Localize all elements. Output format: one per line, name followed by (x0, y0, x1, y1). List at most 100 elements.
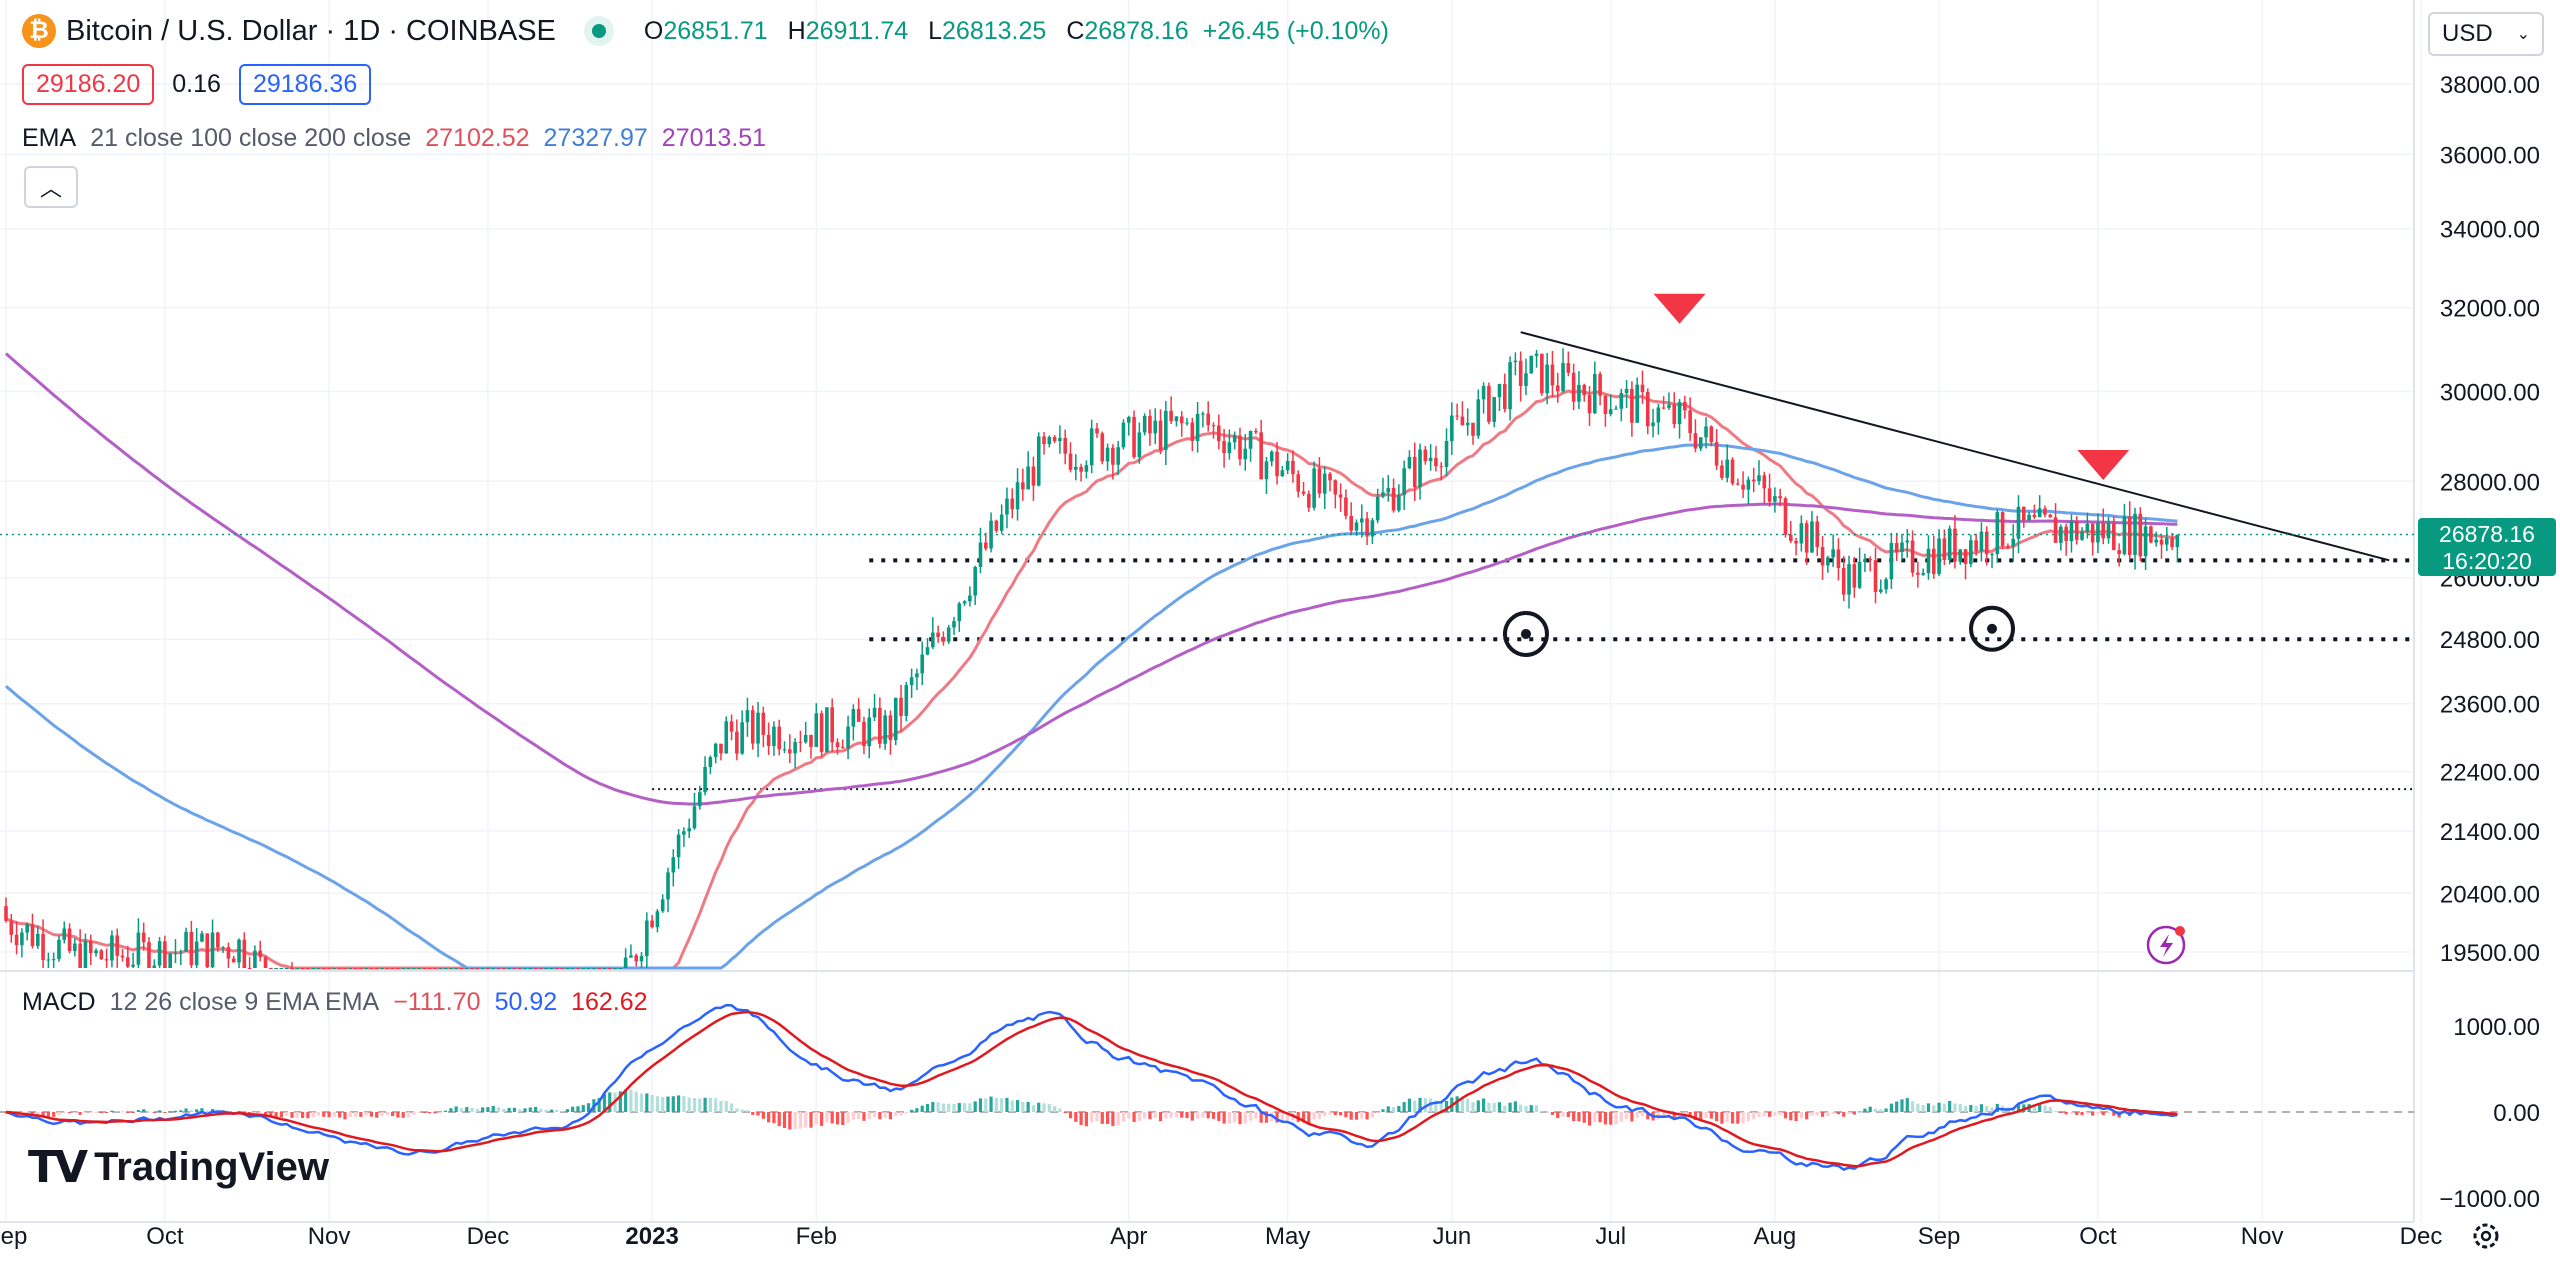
sell-button[interactable]: 29186.20 (22, 64, 155, 105)
macd-histogram-bar (2053, 1111, 2058, 1113)
macd-histogram-bar (459, 1108, 464, 1112)
currency-select[interactable]: USD ⌄ (2428, 12, 2544, 56)
circle-marker (1502, 610, 1549, 657)
candle-body (184, 931, 188, 952)
macd-histogram-bar (311, 1112, 315, 1118)
macd-histogram-bar (2096, 1112, 2100, 1115)
macd-legend[interactable]: MACD 12 26 close 9 EMA EMA −111.70 50.92… (22, 988, 662, 1017)
macd-histogram-bar (947, 1103, 951, 1112)
macd-histogram-bar (1624, 1112, 1629, 1120)
macd-histogram-bar (147, 1111, 151, 1113)
candle-body (2016, 506, 2021, 539)
ema200-line (5, 352, 2178, 806)
macd-histogram-bar (1789, 1112, 1793, 1121)
macd-histogram-bar (2059, 1112, 2063, 1113)
candle-body (1608, 409, 1613, 414)
candle-body (713, 743, 718, 758)
lightning-bolt (2160, 934, 2173, 957)
candle-body (1963, 549, 1968, 564)
macd-histogram-bar (1937, 1102, 1941, 1112)
candle-body (443, 968, 448, 969)
candle-body (904, 685, 909, 716)
candle-body (788, 749, 792, 754)
ema-legend[interactable]: EMA 21 close 100 close 200 close 27102.5… (22, 124, 780, 153)
macd-histogram-bar (465, 1107, 469, 1112)
macd-histogram-bar (793, 1112, 797, 1130)
candle-body (602, 968, 607, 969)
candle-body (1111, 447, 1115, 465)
macd-histogram-bar (925, 1103, 930, 1112)
macd-histogram-bar (1540, 1111, 1544, 1113)
macd-histogram-bar (1217, 1112, 1221, 1121)
candle-body (708, 757, 713, 768)
macd-histogram-bar (1688, 1112, 1692, 1117)
macd-histogram-bar (1974, 1105, 1978, 1112)
macd-histogram-bar (1339, 1112, 1343, 1116)
macd-histogram-bar (1640, 1112, 1645, 1117)
candle-body (1418, 449, 1422, 488)
macd-histogram-bar (1090, 1112, 1094, 1123)
candle-body (1841, 568, 1846, 595)
candle-body (1142, 415, 1147, 433)
macd-params: 12 26 close 9 EMA EMA (109, 988, 380, 1016)
macd-histogram-bar (1418, 1097, 1422, 1112)
macd-histogram-bar (62, 1112, 66, 1113)
macd-histogram-bar (1444, 1100, 1449, 1112)
candle-body (46, 959, 51, 961)
macd-histogram-bar (1699, 1112, 1703, 1121)
candle-body (279, 968, 284, 969)
candle-body (1216, 425, 1221, 442)
macd-histogram-bar (1201, 1112, 1205, 1118)
macd-histogram-bar (1169, 1112, 1173, 1118)
macd-histogram-bar (99, 1112, 103, 1113)
candle-body (528, 968, 533, 969)
candle-body (168, 953, 172, 968)
candle-body (78, 943, 82, 968)
candle-body (1015, 482, 1020, 510)
candle-body (1656, 407, 1661, 423)
candle-body (1322, 473, 1327, 494)
candle-body (120, 955, 125, 958)
candles (4, 348, 2180, 969)
macd-histogram-bar (1280, 1112, 1284, 1123)
candle-body (618, 968, 623, 969)
macd-histogram-bar (1206, 1112, 1210, 1119)
change-value: +26.45 (+0.10%) (1202, 16, 1389, 45)
candle-body (687, 828, 691, 832)
tradingview-logo[interactable]: 𝗧𝗩 TradingView (28, 1142, 329, 1193)
macd-histogram-bar (1895, 1101, 1899, 1112)
candle-body (1693, 433, 1698, 449)
candle-body (867, 717, 872, 747)
macd-histogram-bar (650, 1095, 654, 1112)
candle-body (1005, 498, 1009, 515)
macd-histogram-bar (285, 1112, 289, 1116)
candle-body (141, 932, 146, 943)
candle-body (1042, 436, 1046, 445)
macd-histogram-bar (1799, 1112, 1803, 1119)
macd-histogram-bar (618, 1091, 622, 1112)
buy-button[interactable]: 29186.36 (238, 64, 372, 105)
macd-histogram-bar (163, 1112, 167, 1113)
open-label: O (643, 16, 664, 45)
macd-histogram-bar (316, 1112, 321, 1116)
collapse-legend-button[interactable]: ︿ (24, 166, 78, 208)
candle-body (152, 965, 157, 968)
symbol-title[interactable]: Bitcoin / U.S. Dollar · 1D · COINBASE (66, 14, 556, 47)
macd-histogram-bar (168, 1111, 172, 1113)
macd-histogram-bar (597, 1097, 601, 1112)
candle-body (745, 710, 750, 723)
macd-histogram-bar (1762, 1112, 1766, 1117)
macd-histogram-bar (353, 1112, 358, 1117)
macd-histogram-bar (1407, 1098, 1412, 1112)
macd-axis-label: 0.00 (2493, 1100, 2540, 1127)
macd-histogram-bar (1805, 1112, 1809, 1120)
macd-histogram-bar (2048, 1106, 2052, 1112)
candle-body (2027, 514, 2031, 521)
candle-body (793, 741, 797, 754)
candle-body (83, 940, 88, 968)
candle-body (1280, 470, 1285, 477)
candle-body (814, 713, 819, 747)
candle-body (1227, 442, 1232, 454)
macd-histogram-bar (89, 1112, 93, 1113)
